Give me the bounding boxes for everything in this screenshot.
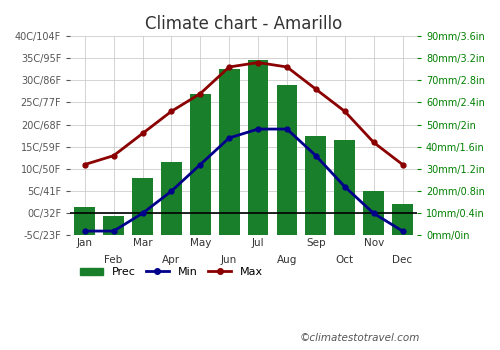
Bar <box>306 136 326 236</box>
Bar <box>334 140 355 236</box>
Title: Climate chart - Amarillo: Climate chart - Amarillo <box>145 15 342 33</box>
Bar <box>161 162 182 236</box>
Legend: Prec, Min, Max: Prec, Min, Max <box>76 263 267 282</box>
Bar <box>190 93 210 236</box>
Text: Dec: Dec <box>392 255 412 265</box>
Text: Aug: Aug <box>277 255 297 265</box>
Bar <box>248 60 268 236</box>
Text: Oct: Oct <box>336 255 354 265</box>
Bar <box>363 191 384 236</box>
Text: Jun: Jun <box>221 255 238 265</box>
Bar <box>276 85 297 236</box>
Text: Apr: Apr <box>162 255 180 265</box>
Text: Feb: Feb <box>104 255 122 265</box>
Bar <box>74 206 95 236</box>
Bar <box>103 216 124 236</box>
Text: ©climatestotravel.com: ©climatestotravel.com <box>300 333 420 343</box>
Bar <box>132 178 153 236</box>
Bar <box>392 204 413 236</box>
Bar <box>219 69 240 236</box>
